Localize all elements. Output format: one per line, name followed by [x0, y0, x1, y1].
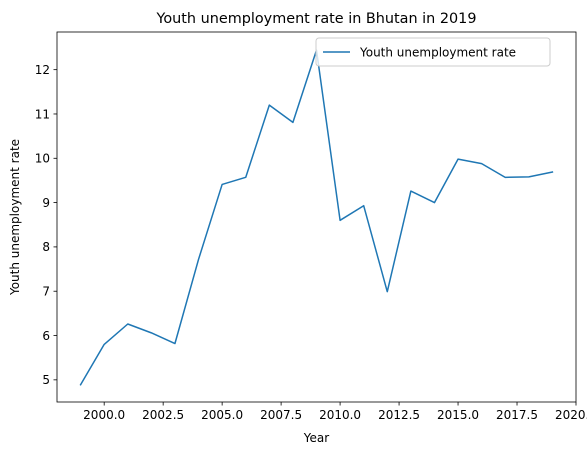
- axes-frame: [56, 31, 577, 403]
- y-tick-label: 9: [42, 196, 50, 210]
- y-axis: 5 6 7 8 9 10 11 12: [35, 63, 57, 387]
- x-tick-label: 2007.5: [260, 408, 302, 422]
- x-tick-label: 2000.0: [83, 408, 125, 422]
- y-tick-label: 11: [35, 107, 50, 121]
- y-axis-label: Youth unemployment rate: [8, 139, 22, 296]
- legend: Youth unemployment rate: [315, 37, 551, 67]
- x-tick-label: 2010.0: [319, 408, 361, 422]
- y-tick-label: 5: [42, 373, 50, 387]
- x-axis-label: Year: [303, 431, 329, 445]
- x-tick-label: 2012.5: [378, 408, 420, 422]
- x-axis: 2000.0 2002.5 2005.0 2007.5 2010.0 2012.5 2015…: [83, 402, 587, 422]
- x-tick-label: 2005.0: [201, 408, 243, 422]
- x-tick-label: 2002.5: [142, 408, 184, 422]
- y-tick-label: 12: [35, 63, 50, 77]
- legend-box: [315, 37, 551, 67]
- y-tick-label: 6: [42, 329, 50, 343]
- x-tick-label: 2015.0: [437, 408, 479, 422]
- y-tick-label: 10: [35, 152, 50, 166]
- y-tick-label: 8: [42, 240, 50, 254]
- y-tick-label: 7: [42, 285, 50, 299]
- x-tick-label: 2020.0: [555, 408, 587, 422]
- x-tick-label: 2017.5: [496, 408, 538, 422]
- chart-title: Youth unemployment rate in Bhutan in 201…: [155, 11, 476, 27]
- legend-label: Youth unemployment rate: [359, 46, 516, 60]
